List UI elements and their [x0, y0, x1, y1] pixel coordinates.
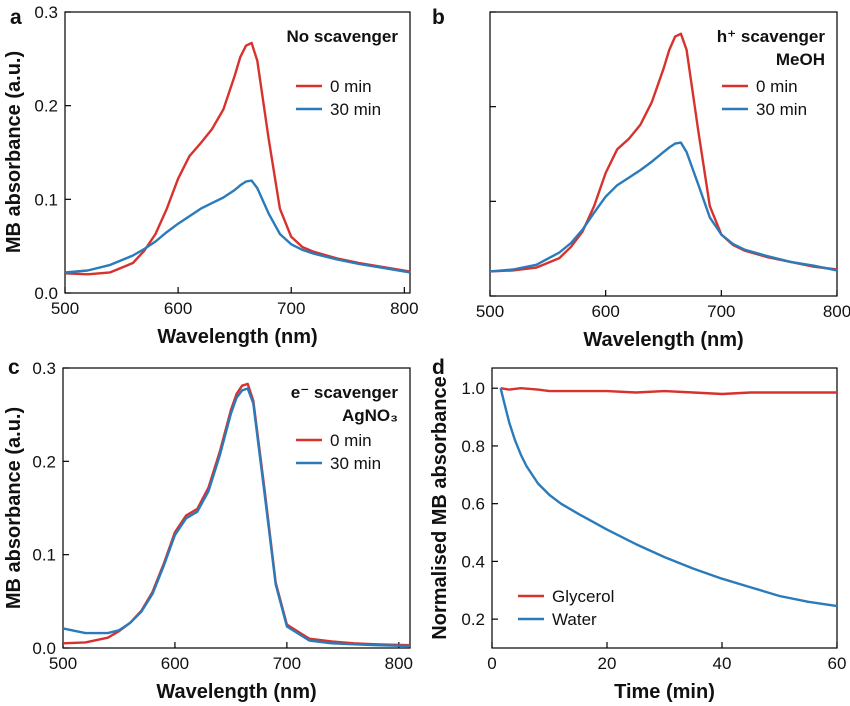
plot-frame	[491, 367, 838, 649]
y-tick-label: 0.2	[32, 452, 56, 471]
x-tick-label: 600	[161, 654, 189, 673]
series-line-30-min	[62, 387, 411, 648]
y-tick-label: 0.1	[32, 546, 56, 565]
panel-d: 0 20 40 60 0.2 0.4 0.6 0.8 1.0 Time (min) Normalis…	[429, 356, 846, 703]
y-tick-label: 1.0	[461, 379, 485, 398]
y-tick-label: 0.8	[461, 437, 485, 456]
panel-annotation: AgNO₃	[342, 406, 398, 425]
panel-letter: a	[10, 6, 22, 29]
y-tick-label: 0.3	[34, 3, 58, 22]
x-tick-label: 800	[390, 299, 418, 318]
x-axis-label: Wavelength (nm)	[156, 681, 316, 703]
plot-frame	[489, 11, 838, 297]
y-axis-label: MB absorbance (a.u.)	[3, 407, 25, 609]
x-tick-label: 700	[273, 654, 301, 673]
y-tick-label: 0.3	[32, 359, 56, 378]
x-tick-label: 40	[713, 654, 732, 673]
x-tick-label: 700	[707, 302, 735, 321]
panel-annotation: No scavenger	[287, 27, 399, 46]
panel-b: 500 600 700 800 Wavelength (nm) b h⁺ scavenger…	[432, 6, 850, 351]
x-axis-label: Wavelength (nm)	[157, 326, 317, 348]
x-tick-label: 700	[277, 299, 305, 318]
x-axis-label: Time (min)	[614, 681, 715, 703]
plot-frame	[62, 367, 411, 649]
legend-label: Water	[552, 610, 597, 629]
x-tick-label: 20	[598, 654, 617, 673]
legend-label: 30 min	[330, 100, 381, 119]
x-tick-label: 500	[49, 654, 77, 673]
series-line-30-min	[489, 141, 838, 273]
x-tick-label: 800	[385, 654, 413, 673]
series-line-glycerol	[500, 387, 837, 396]
panel-letter: c	[8, 356, 20, 379]
y-tick-label: 0.0	[34, 284, 58, 303]
panel-letter: b	[432, 6, 445, 29]
panel-annotation: e⁻ scavenger	[291, 383, 399, 402]
legend-label: 0 min	[756, 77, 798, 96]
x-tick-label: 800	[823, 302, 850, 321]
x-tick-label: 600	[164, 299, 192, 318]
panel-annotation: MeOH	[776, 50, 825, 69]
panel-a: 500 600 700 800 0.0 0.1 0.2 0.3 Wavelength (nm) M…	[3, 3, 419, 348]
legend-label: 0 min	[330, 431, 372, 450]
x-tick-label: 500	[51, 299, 79, 318]
y-tick-label: 0.0	[32, 639, 56, 658]
y-tick-label: 0.6	[461, 495, 485, 514]
legend-label: 30 min	[330, 454, 381, 473]
y-axis-label: MB absorbance (a.u.)	[3, 51, 25, 253]
panel-c: 500 600 700 800 0.0 0.1 0.2 0.3 Wavelength (nm) M…	[3, 356, 413, 703]
legend-label: Glycerol	[552, 587, 614, 606]
legend-label: 0 min	[330, 77, 372, 96]
y-tick-label: 0.2	[461, 610, 485, 629]
x-tick-label: 0	[487, 654, 496, 673]
x-tick-label: 600	[591, 302, 619, 321]
y-axis-label: Normalised MB absorbance	[429, 376, 451, 639]
series-line-water	[499, 387, 838, 608]
plot-frame	[64, 11, 411, 294]
panel-letter: d	[432, 356, 445, 379]
legend-label: 30 min	[756, 100, 807, 119]
x-axis-label: Wavelength (nm)	[583, 329, 743, 351]
x-tick-label: 60	[828, 654, 847, 673]
y-tick-label: 0.4	[461, 552, 485, 571]
x-tick-label: 500	[476, 302, 504, 321]
panel-annotation: h⁺ scavenger	[717, 27, 826, 46]
series-line-30-min	[64, 179, 411, 274]
y-tick-label: 0.2	[34, 97, 58, 116]
y-tick-label: 0.1	[34, 190, 58, 209]
